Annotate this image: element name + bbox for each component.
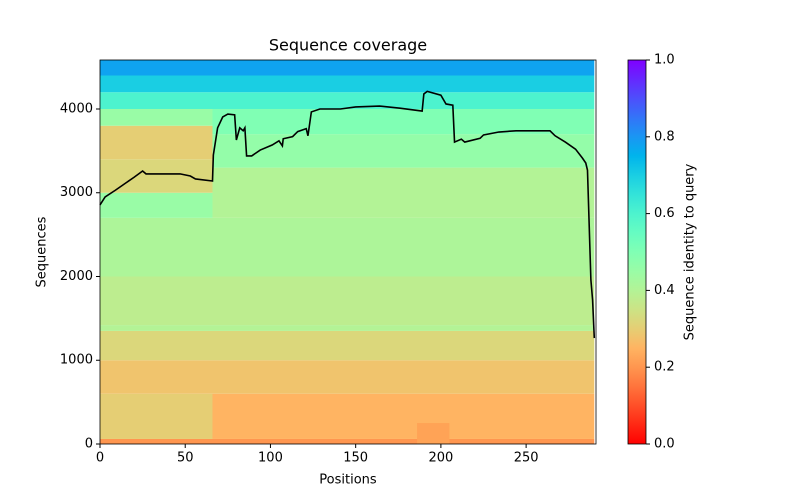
- x-tick-label: 250: [514, 451, 539, 466]
- coverage-line: [99, 90, 596, 339]
- colorbar-tick-label: 0.6: [654, 206, 675, 221]
- x-tick-label: 200: [428, 451, 453, 466]
- y-tick-label: 1000: [60, 353, 93, 368]
- coverage-band: [417, 423, 450, 444]
- colorbar: [627, 59, 647, 445]
- coverage-band: [100, 360, 595, 394]
- coverage-band: [212, 108, 595, 135]
- colorbar-tick-label: 0.2: [654, 360, 675, 375]
- coverage-band: [100, 108, 213, 126]
- coverage-band: [100, 438, 595, 444]
- colorbar-tick-label: 1.0: [654, 53, 675, 68]
- chart-title: Sequence coverage: [269, 36, 427, 55]
- x-tick-label: 0: [96, 451, 104, 466]
- coverage-band: [100, 192, 213, 218]
- coverage-band: [212, 167, 595, 218]
- coverage-band: [100, 159, 213, 193]
- x-axis-label: Positions: [319, 473, 377, 488]
- y-tick-label: 2000: [60, 269, 93, 284]
- coverage-band: [100, 217, 595, 277]
- coverage-band: [100, 276, 595, 326]
- coverage-band: [100, 75, 595, 93]
- y-axis-label: Sequences: [35, 216, 50, 287]
- coverage-band: [100, 393, 213, 439]
- y-tick-label: 0: [85, 437, 93, 452]
- plot-frame: [99, 59, 597, 445]
- x-tick-label: 100: [258, 451, 283, 466]
- coverage-band: [100, 92, 595, 109]
- coverage-band: [212, 134, 595, 168]
- x-tick-label: 150: [343, 451, 368, 466]
- coverage-band: [212, 393, 595, 439]
- colorbar-label: Sequence identity to query: [683, 163, 698, 340]
- y-tick-label: 3000: [60, 185, 93, 200]
- coverage-band: [100, 325, 595, 331]
- x-tick-label: 50: [177, 451, 194, 466]
- colorbar-tick-label: 0.4: [654, 283, 675, 298]
- y-tick-label: 4000: [60, 101, 93, 116]
- colorbar-tick-label: 0.0: [654, 437, 675, 452]
- coverage-band: [100, 125, 213, 160]
- colorbar-tick-label: 0.8: [654, 129, 675, 144]
- coverage-band: [100, 330, 595, 361]
- coverage-band: [100, 60, 595, 76]
